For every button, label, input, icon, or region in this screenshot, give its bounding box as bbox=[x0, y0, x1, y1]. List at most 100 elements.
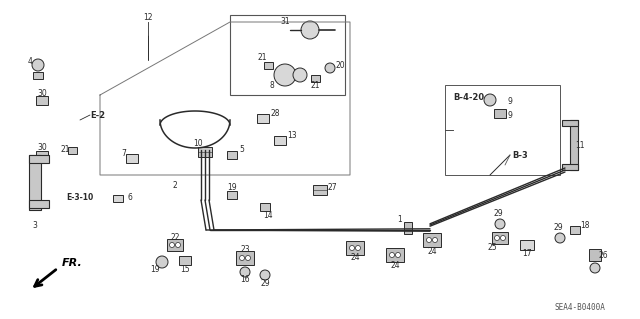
Text: 19: 19 bbox=[227, 183, 237, 192]
Text: 21: 21 bbox=[60, 145, 70, 154]
Text: 9: 9 bbox=[508, 98, 513, 107]
Circle shape bbox=[260, 270, 270, 280]
Bar bbox=[33, 71, 43, 78]
Bar bbox=[167, 239, 183, 251]
Text: 9: 9 bbox=[508, 110, 513, 120]
Bar bbox=[29, 155, 41, 210]
Text: 20: 20 bbox=[335, 61, 345, 70]
Text: 25: 25 bbox=[487, 243, 497, 253]
Text: 21: 21 bbox=[257, 54, 267, 63]
Text: 30: 30 bbox=[37, 88, 47, 98]
Bar bbox=[264, 62, 273, 69]
Bar bbox=[230, 15, 345, 95]
Bar bbox=[562, 120, 578, 126]
Bar bbox=[29, 155, 49, 163]
Bar bbox=[570, 120, 578, 170]
Bar bbox=[562, 164, 578, 170]
Bar bbox=[67, 146, 77, 153]
Bar bbox=[346, 241, 364, 255]
Text: 4: 4 bbox=[28, 57, 33, 66]
Text: 17: 17 bbox=[522, 249, 532, 258]
Text: 1: 1 bbox=[397, 216, 403, 225]
Circle shape bbox=[433, 238, 438, 242]
Text: 24: 24 bbox=[390, 261, 400, 270]
Circle shape bbox=[349, 246, 355, 250]
Text: 24: 24 bbox=[427, 248, 437, 256]
Circle shape bbox=[500, 235, 506, 241]
Bar bbox=[520, 240, 534, 250]
Text: 27: 27 bbox=[327, 183, 337, 192]
Bar bbox=[404, 222, 412, 234]
Bar bbox=[257, 114, 269, 122]
Text: 23: 23 bbox=[240, 246, 250, 255]
Bar bbox=[589, 249, 601, 261]
Circle shape bbox=[325, 63, 335, 73]
Circle shape bbox=[170, 242, 175, 248]
Bar bbox=[310, 75, 319, 81]
Text: 10: 10 bbox=[193, 139, 203, 149]
Text: 6: 6 bbox=[127, 194, 132, 203]
Text: 31: 31 bbox=[280, 18, 290, 26]
Bar bbox=[36, 95, 48, 105]
Circle shape bbox=[495, 219, 505, 229]
Bar bbox=[423, 233, 441, 247]
Bar bbox=[313, 185, 327, 195]
Text: B-3: B-3 bbox=[512, 151, 528, 160]
Circle shape bbox=[175, 242, 180, 248]
Bar bbox=[36, 151, 48, 160]
Bar bbox=[113, 195, 123, 202]
Text: 5: 5 bbox=[239, 145, 244, 154]
Bar bbox=[492, 232, 508, 244]
Bar bbox=[274, 136, 286, 145]
Text: 21: 21 bbox=[310, 81, 320, 91]
Circle shape bbox=[390, 253, 394, 257]
Text: B-4-20: B-4-20 bbox=[453, 93, 484, 102]
Circle shape bbox=[396, 253, 401, 257]
Bar bbox=[494, 108, 506, 117]
Text: 29: 29 bbox=[493, 210, 503, 219]
Text: 15: 15 bbox=[180, 264, 190, 273]
Circle shape bbox=[246, 256, 250, 261]
Circle shape bbox=[240, 267, 250, 277]
Text: 11: 11 bbox=[575, 140, 585, 150]
Bar bbox=[126, 153, 138, 162]
Circle shape bbox=[590, 263, 600, 273]
Text: 24: 24 bbox=[350, 254, 360, 263]
Circle shape bbox=[32, 59, 44, 71]
Bar bbox=[570, 226, 580, 234]
Bar bbox=[445, 85, 560, 175]
Circle shape bbox=[293, 68, 307, 82]
Text: 12: 12 bbox=[143, 13, 153, 23]
Text: E-3-10: E-3-10 bbox=[67, 194, 93, 203]
Text: 2: 2 bbox=[173, 181, 177, 189]
Circle shape bbox=[555, 233, 565, 243]
Text: 7: 7 bbox=[122, 149, 127, 158]
Text: 16: 16 bbox=[240, 276, 250, 285]
Text: 22: 22 bbox=[170, 233, 180, 241]
Circle shape bbox=[301, 21, 319, 39]
Text: 28: 28 bbox=[270, 108, 280, 117]
Bar bbox=[198, 147, 212, 157]
Bar bbox=[179, 256, 191, 264]
Circle shape bbox=[274, 64, 296, 86]
Text: FR.: FR. bbox=[62, 258, 83, 268]
Bar bbox=[29, 200, 49, 208]
Text: 19: 19 bbox=[150, 265, 160, 275]
Bar bbox=[260, 203, 270, 211]
Text: 30: 30 bbox=[37, 144, 47, 152]
Text: 29: 29 bbox=[553, 224, 563, 233]
Text: E-2: E-2 bbox=[90, 110, 105, 120]
Text: 3: 3 bbox=[33, 220, 37, 229]
Bar bbox=[386, 248, 404, 262]
Circle shape bbox=[156, 256, 168, 268]
Text: 8: 8 bbox=[269, 80, 275, 90]
Text: 26: 26 bbox=[598, 250, 608, 259]
Circle shape bbox=[426, 238, 431, 242]
Circle shape bbox=[484, 94, 496, 106]
Bar bbox=[227, 151, 237, 159]
Text: SEA4-B0400A: SEA4-B0400A bbox=[555, 303, 605, 312]
Circle shape bbox=[239, 256, 244, 261]
Circle shape bbox=[495, 235, 499, 241]
Text: 18: 18 bbox=[580, 220, 589, 229]
Text: 29: 29 bbox=[260, 278, 270, 287]
